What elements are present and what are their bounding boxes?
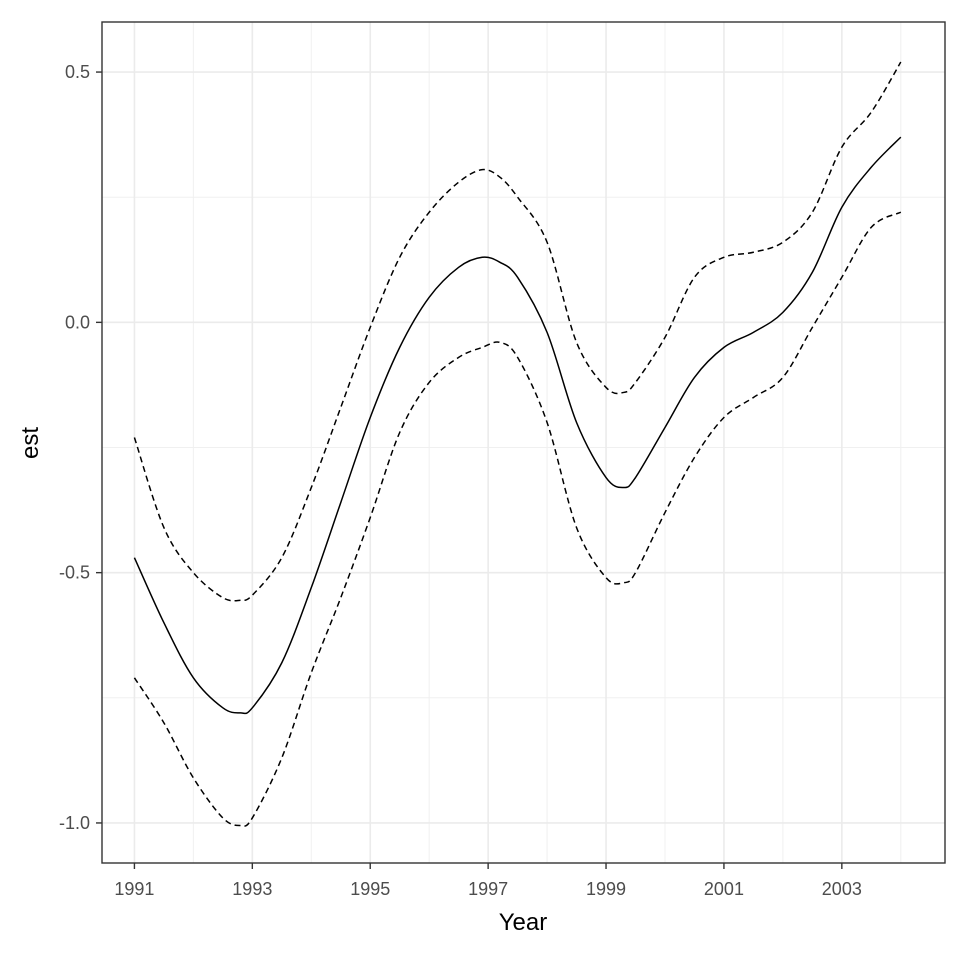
- x-tick-label: 2001: [704, 879, 744, 899]
- x-tick-label: 1995: [350, 879, 390, 899]
- x-tick-label: 1991: [114, 879, 154, 899]
- y-tick-label: -1.0: [59, 813, 90, 833]
- x-tick-label: 2003: [822, 879, 862, 899]
- x-tick-label: 1997: [468, 879, 508, 899]
- y-tick-label: -0.5: [59, 563, 90, 583]
- x-axis-title: Year: [499, 909, 548, 936]
- estimate-line: [133, 136, 902, 715]
- grid-layer: [102, 22, 945, 863]
- y-tick-label: 0.5: [65, 62, 90, 82]
- y-axis-title: est: [17, 427, 44, 459]
- plot-panel-border: [101, 21, 946, 864]
- upper-bound-line: [133, 61, 902, 602]
- axis-layer: 1991 1993 1995 1997 1999 2001 2003 -1.0 -0.5 0.0 0…: [59, 62, 862, 899]
- y-tick-label: 0.0: [65, 312, 90, 332]
- x-tick-label: 1999: [586, 879, 626, 899]
- series-layer: [133, 61, 902, 827]
- lower-bound-line: [133, 211, 902, 827]
- x-tick-label: 1993: [232, 879, 272, 899]
